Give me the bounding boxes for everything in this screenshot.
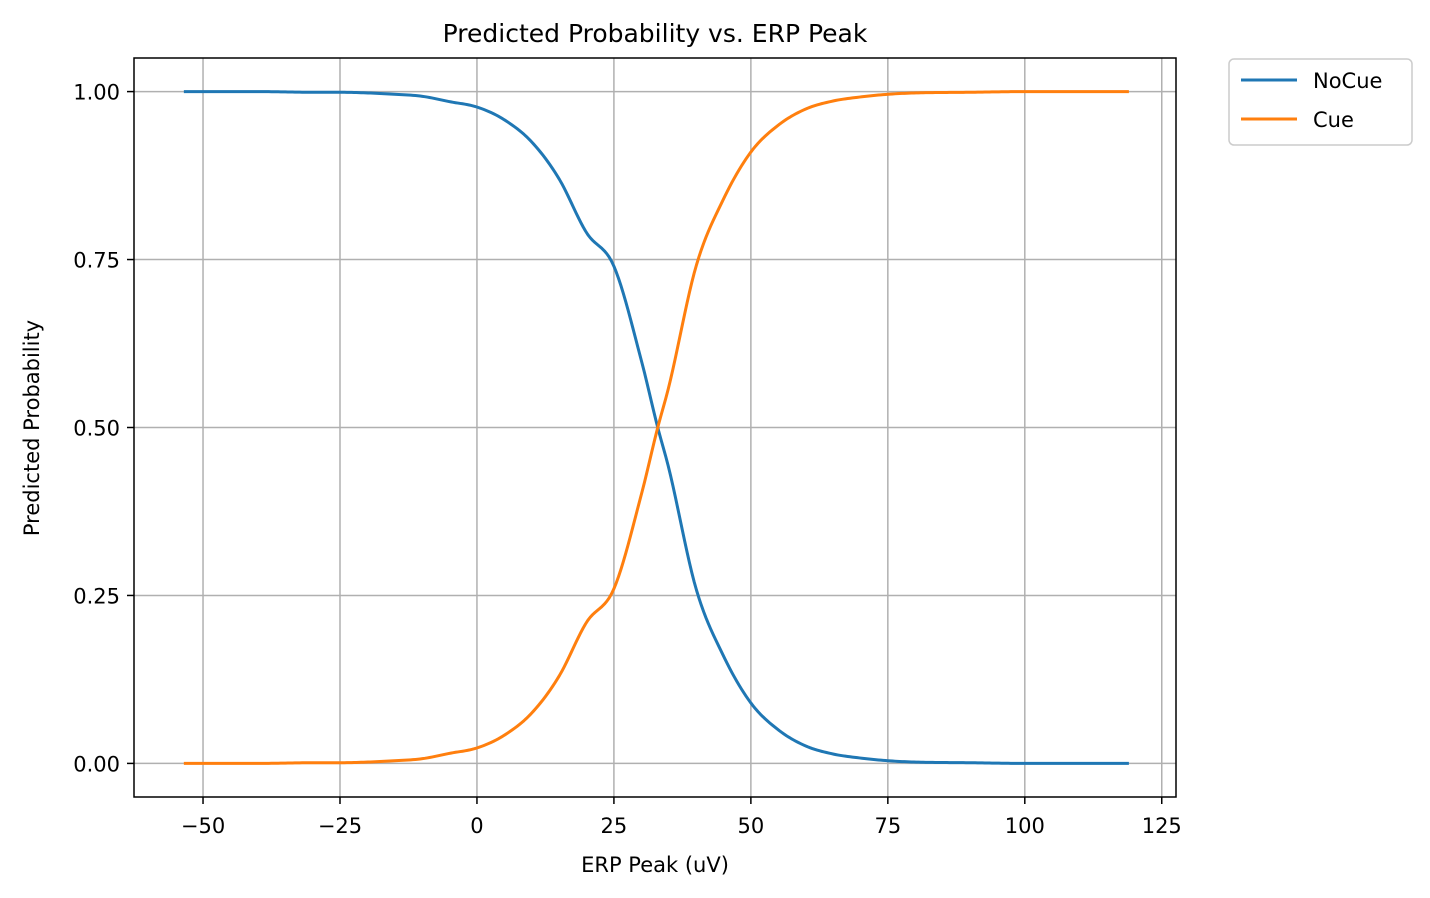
x-tick-label: 125: [1142, 814, 1182, 838]
legend-label-cue: Cue: [1313, 108, 1354, 132]
y-tick-label: 0.25: [73, 584, 120, 608]
y-axis-label: Predicted Probability: [20, 320, 44, 536]
x-axis-label: ERP Peak (uV): [581, 853, 729, 877]
x-tick-label: 75: [874, 814, 901, 838]
series-line-nocue: [183, 90, 1129, 765]
series-lines: [183, 90, 1129, 765]
x-tick-label: −50: [181, 814, 225, 838]
y-tick-label: 0.00: [73, 752, 120, 776]
axis-ticks: −50 −25 0 25 50 75 100 125 0.00 0.25 0.50 0.75 1.00: [73, 81, 1182, 838]
legend-label-nocue: NoCue: [1313, 69, 1382, 93]
x-tick-label: 25: [601, 814, 628, 838]
y-tick-label: 0.50: [73, 417, 120, 441]
x-tick-label: 50: [738, 814, 765, 838]
y-tick-label: 0.75: [73, 249, 120, 273]
y-tick-label: 1.00: [73, 81, 120, 105]
chart-title: Predicted Probability vs. ERP Peak: [443, 19, 868, 48]
x-tick-label: 100: [1005, 814, 1045, 838]
series-line-cue: [183, 90, 1129, 765]
x-tick-label: 0: [470, 814, 483, 838]
x-tick-label: −25: [318, 814, 362, 838]
legend: NoCue Cue: [1228, 58, 1413, 146]
